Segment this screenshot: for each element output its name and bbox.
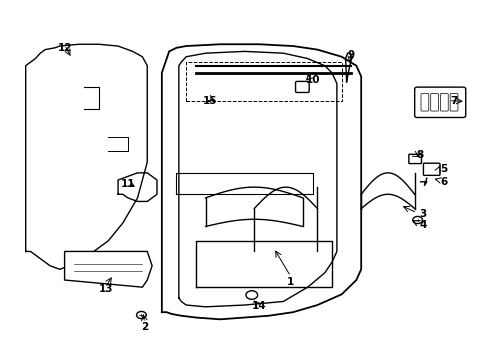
Text: 11: 11 <box>121 179 135 189</box>
Text: 10: 10 <box>305 75 319 85</box>
Text: 2: 2 <box>141 322 148 332</box>
Text: 15: 15 <box>203 96 217 107</box>
Text: 1: 1 <box>286 277 294 287</box>
Polygon shape <box>64 251 152 287</box>
Text: 6: 6 <box>439 177 447 187</box>
Text: 13: 13 <box>99 284 113 294</box>
Text: 9: 9 <box>347 50 354 60</box>
Text: 8: 8 <box>415 150 422 160</box>
Text: 5: 5 <box>439 164 447 174</box>
Text: 3: 3 <box>419 209 426 219</box>
Text: 14: 14 <box>251 301 266 311</box>
Text: 7: 7 <box>449 96 456 107</box>
Text: 4: 4 <box>419 220 426 230</box>
Text: 12: 12 <box>57 43 72 53</box>
